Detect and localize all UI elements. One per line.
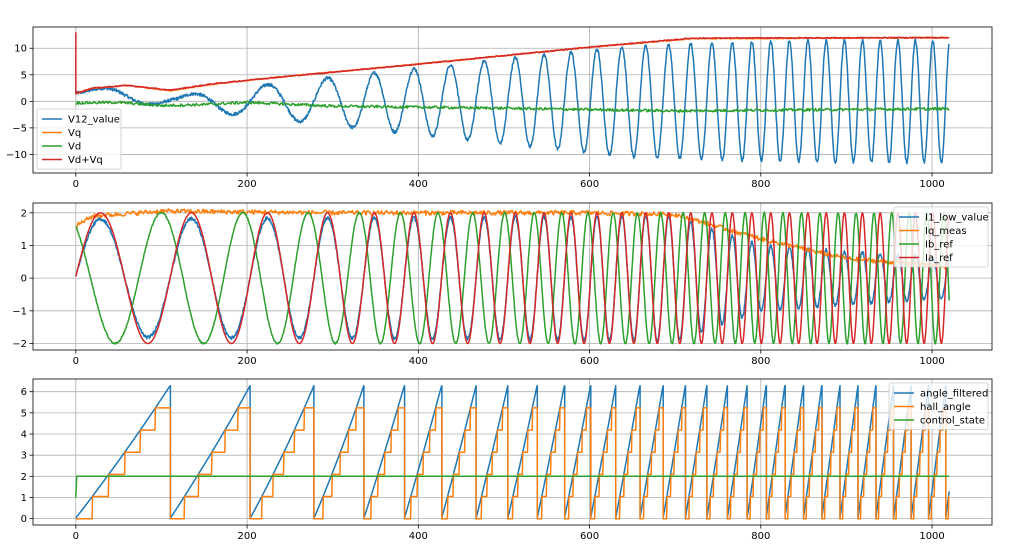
angle-axes: 0 200 400 600 800 1000 0 1 2 3 4 5 6 angle_filteredha…	[21, 378, 993, 542]
series-line-vd	[75, 100, 950, 113]
legend-label: control_state	[920, 416, 985, 427]
series-line-ib-ref	[75, 211, 950, 345]
x-tick-label: 400	[409, 531, 428, 542]
legend-box	[36, 108, 122, 170]
y-tick-label: 0	[21, 514, 27, 525]
legend-label: Vd	[68, 142, 81, 153]
legend: angle_filtered hall_angle control_state	[888, 382, 989, 430]
legend-label: Ia_ref	[925, 253, 953, 264]
current-axes: 0 200 400 600 800 1000 −2 −1 0 1 2 I1_low_value Iq_m…	[12, 202, 993, 367]
x-tick-label: 200	[238, 179, 257, 190]
x-tick-label: 600	[580, 531, 599, 542]
axes-frame	[32, 26, 993, 174]
legend-label: Vq	[68, 128, 81, 139]
y-tick-label: −10	[6, 150, 27, 161]
legend-label: hall_angle	[920, 402, 971, 413]
legend-label: Ib_ref	[925, 240, 953, 251]
series-line-iq-meas	[75, 208, 950, 270]
x-tick-label: 400	[409, 179, 428, 190]
voltage-axes: 0 200 400 600 800 1000−10−50510V12_valueVqVdV…	[6, 26, 993, 190]
y-tick-label: 5	[21, 408, 27, 419]
y-tick-label: −5	[12, 123, 27, 134]
y-tick-label: −2	[12, 339, 27, 350]
y-tick-label: 10	[14, 44, 27, 55]
x-tick-label: 800	[751, 531, 770, 542]
legend-label: Iq_meas	[925, 226, 967, 237]
y-tick-label: 1	[21, 241, 27, 252]
axes-frame	[32, 202, 993, 351]
series-line-hall-angle	[75, 407, 950, 520]
x-tick-label: 400	[409, 356, 428, 367]
x-tick-label: 800	[751, 179, 770, 190]
x-tick-label: 800	[751, 356, 770, 367]
x-tick-label: 1000	[919, 179, 944, 190]
x-tick-label: 0	[73, 356, 79, 367]
y-tick-label: 6	[21, 387, 27, 398]
legend-label: Vd+Vq	[68, 155, 103, 166]
legend: I1_low_value Iq_meas Ib_ref Ia_ref	[893, 206, 989, 268]
legend-box	[893, 206, 989, 268]
y-tick-label: 5	[21, 70, 27, 81]
x-tick-label: 0	[73, 531, 79, 542]
axes-frame	[32, 378, 993, 526]
x-tick-label: 600	[580, 179, 599, 190]
x-tick-label: 1000	[919, 531, 944, 542]
legend-box	[888, 382, 989, 430]
x-tick-label: 1000	[919, 356, 944, 367]
x-tick-label: 200	[238, 531, 257, 542]
series-line-vd-vq	[75, 32, 950, 95]
x-tick-label: 600	[580, 356, 599, 367]
y-tick-label: 3	[21, 451, 27, 462]
y-tick-label: −1	[12, 306, 27, 317]
y-tick-label: 2	[21, 208, 27, 219]
y-tick-label: 1	[21, 493, 27, 504]
y-tick-label: 4	[21, 430, 27, 441]
x-tick-label: 0	[73, 179, 79, 190]
series-line-v12-value	[75, 38, 950, 165]
legend-label: I1_low_value	[925, 213, 989, 224]
y-tick-label: 0	[21, 274, 27, 285]
y-tick-label: 2	[21, 472, 27, 483]
series-line-control-state	[75, 475, 950, 498]
y-tick-label: 0	[21, 97, 27, 108]
legend-label: V12_value	[68, 115, 120, 126]
series-line-ia-ref	[75, 212, 950, 345]
x-tick-label: 200	[238, 356, 257, 367]
legend-label: angle_filtered	[920, 389, 988, 400]
legend: V12_value Vq Vd Vd+Vq	[36, 108, 122, 170]
